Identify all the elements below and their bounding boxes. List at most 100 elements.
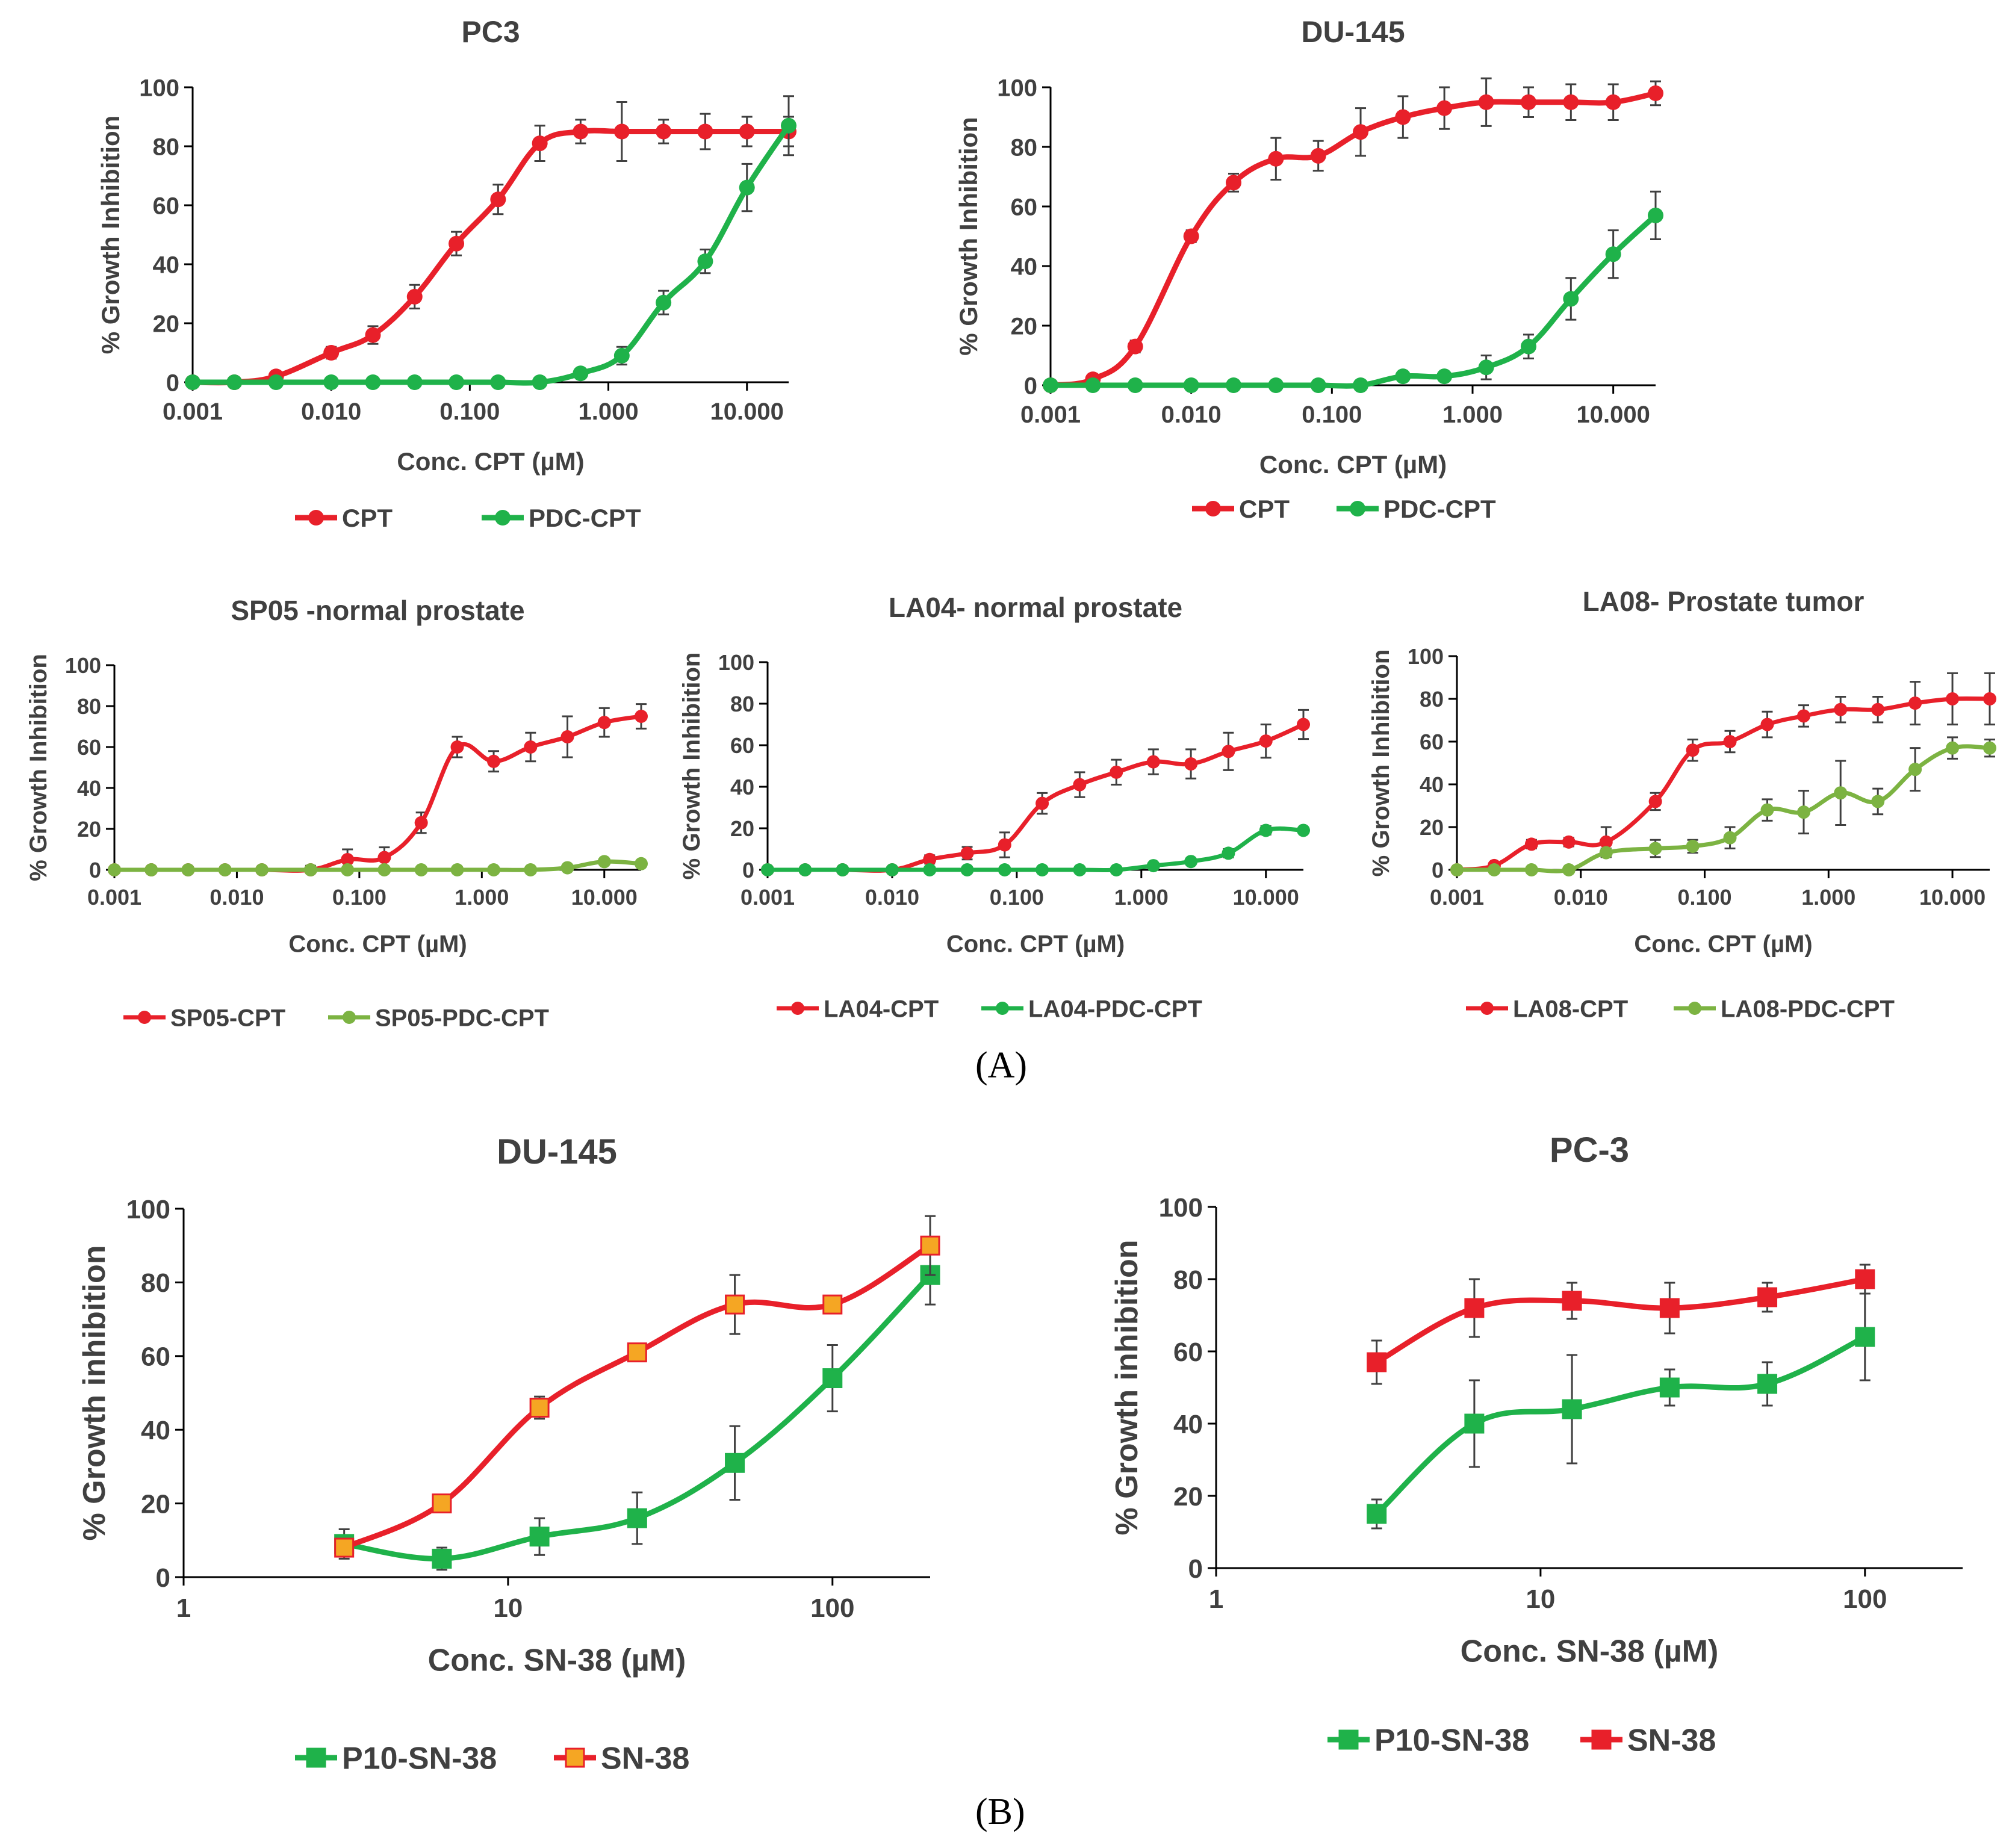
data-point <box>529 1527 550 1547</box>
data-point <box>1562 1399 1582 1419</box>
data-point <box>1855 1269 1875 1289</box>
legend-entry: CPT <box>1192 495 1290 523</box>
y-tick-label: 100 <box>997 75 1037 101</box>
data-point <box>303 863 317 876</box>
data-point <box>1110 765 1123 779</box>
data-point <box>560 730 574 743</box>
panel-label-b: (B) <box>975 1791 1025 1832</box>
y-tick-label: 60 <box>153 193 180 219</box>
x-tick-label: 1.000 <box>1442 402 1503 428</box>
data-point <box>487 754 501 768</box>
series-p10-sn-38 <box>1367 1292 1875 1530</box>
data-point <box>613 347 630 364</box>
data-point <box>1648 842 1662 855</box>
data-point <box>1310 147 1326 164</box>
legend-label: LA04-CPT <box>824 996 939 1022</box>
data-point <box>1222 846 1235 860</box>
legend-entry: SN-38 <box>1580 1723 1716 1758</box>
legend-entry: P10-SN-38 <box>295 1741 497 1776</box>
data-point <box>627 1508 647 1528</box>
data-point <box>923 863 937 876</box>
legend-entry: LA08-CPT <box>1466 996 1628 1022</box>
data-point <box>1946 741 1960 755</box>
x-tick-label: 0.100 <box>332 885 387 910</box>
data-point <box>1478 94 1494 110</box>
data-point <box>1983 692 1996 705</box>
data-point <box>781 117 796 134</box>
data-point <box>532 135 548 152</box>
series-line <box>1374 1276 1868 1365</box>
x-tick-label: 1.000 <box>1801 885 1855 910</box>
chart-title: DU-145 <box>1301 15 1405 49</box>
y-tick-label: 100 <box>126 1195 170 1224</box>
y-tick-label: 0 <box>1188 1554 1203 1584</box>
data-point <box>1760 718 1774 731</box>
data-point <box>406 288 423 305</box>
legend-label: SN-38 <box>601 1741 689 1776</box>
legend-swatch-marker <box>1350 501 1365 516</box>
data-point <box>1464 1298 1485 1318</box>
data-point <box>449 235 465 252</box>
y-tick-label: 60 <box>1173 1338 1203 1367</box>
x-axis-label: Conc. SN-38 (µM) <box>428 1643 686 1678</box>
y-tick-label: 80 <box>1420 687 1444 712</box>
data-point <box>255 863 269 876</box>
data-point <box>490 374 506 390</box>
legend-entry: CPT <box>295 504 393 532</box>
data-point <box>1871 702 1885 716</box>
data-point <box>1855 1327 1875 1347</box>
series-la08-pdc-cpt <box>1450 736 1996 876</box>
data-point <box>1226 175 1242 191</box>
data-point <box>923 852 937 866</box>
data-point <box>1222 745 1235 758</box>
legend-entry: SP05-PDC-CPT <box>328 1005 549 1031</box>
series-line <box>1455 696 1992 872</box>
series-la08-cpt <box>1450 672 1996 876</box>
x-tick-label: 100 <box>810 1593 854 1623</box>
data-point <box>268 374 284 390</box>
legend-swatch-marker <box>343 1011 356 1024</box>
legend-label: SN-38 <box>1627 1723 1716 1758</box>
x-tick-label: 10.000 <box>571 885 638 910</box>
legend-entry: PDC-CPT <box>1337 495 1496 523</box>
y-tick-label: 60 <box>1011 194 1038 220</box>
y-tick-label: 100 <box>718 650 754 675</box>
legend-swatch-marker <box>1338 1729 1359 1750</box>
data-point <box>1268 377 1284 393</box>
data-point <box>656 294 672 311</box>
y-tick-label: 60 <box>77 735 101 760</box>
series-line <box>1048 90 1659 388</box>
x-tick-label: 0.001 <box>1430 885 1484 910</box>
x-tick-label: 0.010 <box>865 885 919 910</box>
x-axis-label: Conc. CPT (µM) <box>397 447 584 476</box>
data-point <box>1367 1504 1387 1524</box>
data-point <box>998 838 1011 852</box>
y-tick-label: 40 <box>1173 1410 1203 1439</box>
data-point <box>341 863 355 876</box>
data-point <box>1648 85 1663 101</box>
data-point <box>1520 94 1536 110</box>
legend-swatch-marker <box>495 510 511 526</box>
legend-swatch-marker <box>1591 1729 1612 1750</box>
x-tick-label: 10.000 <box>1919 885 1986 910</box>
data-point <box>1184 855 1198 869</box>
data-point <box>1834 786 1848 800</box>
x-tick-label: 1.000 <box>1114 885 1169 910</box>
data-point <box>1259 734 1273 748</box>
legend-label: CPT <box>1239 495 1290 523</box>
y-tick-label: 100 <box>65 653 101 678</box>
data-point <box>1605 94 1621 110</box>
legend-swatch-marker <box>1480 1002 1494 1015</box>
y-tick-label: 20 <box>153 311 180 337</box>
x-tick-label: 10.000 <box>1233 885 1299 910</box>
data-point <box>144 863 158 876</box>
x-tick-label: 0.010 <box>1161 402 1222 428</box>
data-point <box>1353 124 1369 140</box>
chart-title: LA04- normal prostate <box>889 592 1182 623</box>
series-pdc-cpt <box>185 95 796 390</box>
data-point <box>613 123 630 140</box>
data-point <box>323 345 340 361</box>
data-point <box>597 855 611 869</box>
y-axis-label: % Growth Inhibition <box>1368 650 1394 877</box>
data-point <box>1648 207 1663 223</box>
